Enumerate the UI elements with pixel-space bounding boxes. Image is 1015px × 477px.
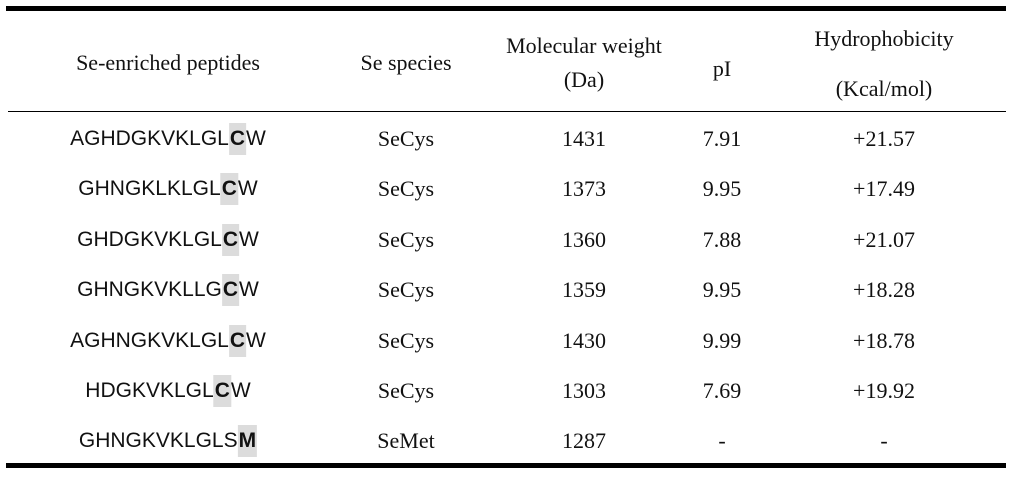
se-species-cell: SeCys	[377, 227, 435, 252]
header-peptides: Se-enriched peptides	[76, 50, 260, 75]
pi-cell: 7.91	[702, 126, 742, 151]
selenium-residue-highlight: C	[221, 274, 240, 306]
sequence-suffix: W	[246, 127, 266, 150]
se-species-cell: SeCys	[377, 328, 435, 353]
sequence-suffix: W	[239, 278, 259, 301]
sequence-suffix: W	[246, 329, 266, 352]
header-se-species: Se species	[360, 50, 452, 75]
header-pi: pI	[712, 56, 732, 81]
sequence-prefix: AGHNGKVKLGL	[70, 329, 229, 352]
pi-cell: 9.95	[702, 176, 742, 201]
selenium-residue-highlight: C	[228, 325, 247, 357]
pi-cell: 9.95	[702, 277, 742, 302]
table-bottom-rule	[6, 463, 1006, 468]
hydrophobicity-cell: +18.28	[853, 277, 915, 302]
sequence-prefix: GHNGKVKLGLS	[78, 429, 238, 452]
hydrophobicity-cell: +17.49	[853, 176, 915, 201]
hydrophobicity-cell: -	[880, 428, 888, 453]
se-species-cell: SeCys	[377, 126, 435, 151]
sequence-prefix: GHDGKVKLGL	[77, 228, 222, 251]
sequence-prefix: HDGKVKLGL	[85, 379, 214, 402]
se-species-cell: SeCys	[377, 378, 435, 403]
selenium-residue-highlight: C	[221, 224, 240, 256]
pi-cell: 7.69	[702, 378, 742, 403]
molecular-weight-cell: 1303	[562, 378, 606, 403]
peptide-sequence: GHNGKVKLLGCW	[77, 274, 259, 306]
pi-cell: 7.88	[702, 227, 742, 252]
selenium-residue-highlight: C	[220, 173, 238, 205]
peptide-sequence: GHNGKLKLGLCW	[78, 173, 258, 205]
molecular-weight-cell: 1359	[562, 277, 606, 302]
molecular-weight-cell: 1360	[562, 227, 606, 252]
table-top-rule	[6, 6, 1006, 11]
sequence-suffix: W	[230, 379, 251, 402]
se-species-cell: SeCys	[377, 176, 435, 201]
peptide-sequence: HDGKVKLGLCW	[85, 375, 251, 407]
header-hydrophobicity: Hydrophobicity	[814, 26, 954, 51]
header-hydrophobicity-unit: (Kcal/mol)	[835, 76, 933, 101]
sequence-prefix: AGHDGKVKLGL	[70, 127, 229, 150]
molecular-weight-cell: 1373	[562, 176, 606, 201]
peptide-sequence: GHNGKVKLGLSM	[78, 425, 258, 457]
hydrophobicity-cell: +21.07	[853, 227, 915, 252]
header-molecular-weight-unit: (Da)	[563, 67, 605, 92]
hydrophobicity-cell: +19.92	[853, 378, 915, 403]
header-molecular-weight: Molecular weight	[506, 33, 662, 58]
peptide-sequence: AGHDGKVKLGLCW	[70, 123, 266, 155]
se-species-cell: SeCys	[377, 277, 435, 302]
selenium-residue-highlight: C	[228, 123, 247, 155]
selenium-residue-highlight: C	[213, 375, 231, 407]
se-species-cell: SeMet	[377, 428, 435, 453]
peptide-sequence: AGHNGKVKLGLCW	[70, 325, 266, 357]
pi-cell: 9.99	[702, 328, 742, 353]
sequence-suffix: W	[239, 228, 259, 251]
sequence-suffix: W	[237, 177, 258, 200]
peptide-sequence: GHDGKVKLGLCW	[77, 224, 259, 256]
sequence-prefix: GHNGKLKLGL	[78, 177, 221, 200]
header-rule	[8, 111, 1006, 112]
molecular-weight-cell: 1430	[562, 328, 606, 353]
selenium-residue-highlight: M	[237, 425, 258, 457]
pi-cell: -	[718, 428, 726, 453]
molecular-weight-cell: 1287	[562, 428, 606, 453]
hydrophobicity-cell: +21.57	[853, 126, 915, 151]
molecular-weight-cell: 1431	[562, 126, 606, 151]
hydrophobicity-cell: +18.78	[853, 328, 915, 353]
sequence-prefix: GHNGKVKLLG	[77, 278, 222, 301]
